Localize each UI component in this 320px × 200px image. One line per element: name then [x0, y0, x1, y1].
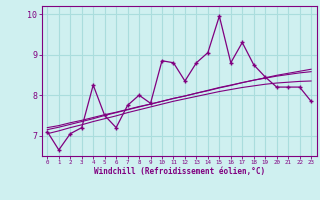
X-axis label: Windchill (Refroidissement éolien,°C): Windchill (Refroidissement éolien,°C) [94, 167, 265, 176]
